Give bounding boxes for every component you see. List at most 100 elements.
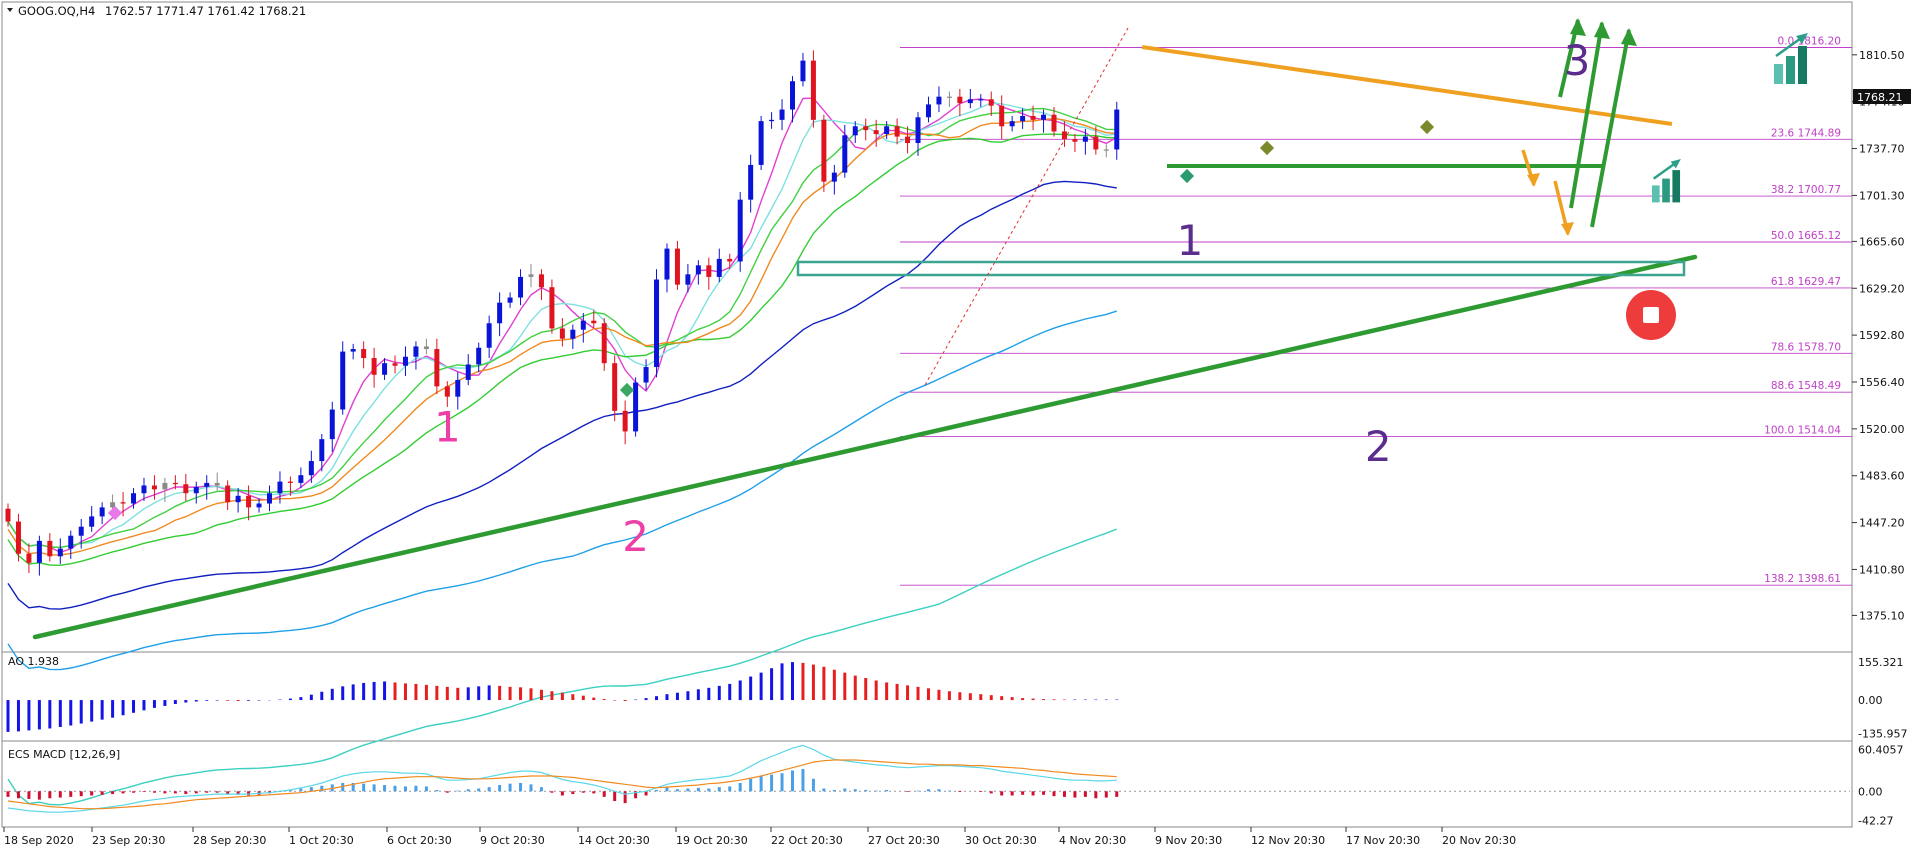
candle-body xyxy=(57,548,63,557)
chevron-down-icon[interactable] xyxy=(7,8,13,12)
macd-signal-line xyxy=(7,759,1117,810)
candle-body xyxy=(47,540,53,557)
arrow-head xyxy=(1527,173,1540,187)
price-axis-label: 1701.30 xyxy=(1859,189,1905,202)
ao-axis-label: 0.00 xyxy=(1858,694,1883,707)
fib-level-label: 38.2 1700.77 xyxy=(1771,184,1841,196)
arrow-head xyxy=(1621,28,1637,46)
candle-body xyxy=(518,276,524,298)
time-axis-label: 9 Nov 20:30 xyxy=(1155,834,1222,847)
price-axis-label: 1810.50 xyxy=(1859,49,1905,62)
fib-level-label: 100.0 1514.04 xyxy=(1764,425,1841,437)
ao-axis-label: 155.321 xyxy=(1858,656,1904,669)
icon-arrow-head xyxy=(1796,33,1808,44)
candle-body xyxy=(831,172,837,182)
candle-body xyxy=(978,99,984,101)
candle-body xyxy=(643,367,649,383)
candle-body xyxy=(591,320,597,324)
candle-body xyxy=(246,495,252,508)
time-axis-label: 4 Nov 20:30 xyxy=(1059,834,1126,847)
price-axis-label: 1375.10 xyxy=(1859,609,1905,622)
candle-body xyxy=(936,96,942,105)
ma-magenta-line xyxy=(7,97,1118,554)
candle-body xyxy=(89,516,95,527)
candle-body xyxy=(402,356,408,366)
icon-bar xyxy=(1786,56,1795,84)
fib-level-label: 0.0 1816.20 xyxy=(1778,35,1841,47)
candle-body xyxy=(737,199,743,262)
price-axis-label: 1410.80 xyxy=(1859,563,1905,576)
main-panel-frame xyxy=(1,1,1853,653)
candle-body xyxy=(68,535,74,549)
stop-icon xyxy=(1626,290,1676,340)
icon-arrow-head xyxy=(1670,159,1681,169)
macd-indicator: 60.4057 0.00 -42.27 xyxy=(4,743,1904,828)
candle-body xyxy=(1093,136,1099,150)
arrow-head xyxy=(1570,18,1586,36)
diamond-marker xyxy=(107,505,123,521)
icon-bar xyxy=(1798,46,1807,84)
candle-body xyxy=(371,358,377,375)
ma-blue-line xyxy=(7,310,1118,671)
candle-body xyxy=(298,475,304,483)
price-axis-label: 1629.20 xyxy=(1859,282,1905,295)
breakout-zone-box xyxy=(796,260,1686,277)
candle-body xyxy=(120,502,126,504)
bullish-chart-icon xyxy=(1652,159,1681,203)
candle-body xyxy=(612,363,618,411)
fib-level-label: 61.8 1629.47 xyxy=(1771,276,1841,288)
candle-body xyxy=(852,126,858,136)
candle-body xyxy=(183,484,189,494)
wave-label: 1 xyxy=(1177,216,1204,265)
candle-body xyxy=(1051,114,1057,132)
ohlc-values: 1762.57 1771.47 1761.42 1768.21 xyxy=(105,4,306,18)
trendline-support xyxy=(32,254,1698,640)
candle-body xyxy=(863,126,869,131)
candle-body xyxy=(538,274,544,288)
candle-body xyxy=(1103,149,1109,151)
fib-level-label: 88.6 1548.49 xyxy=(1771,380,1841,392)
candle-body xyxy=(319,439,325,462)
time-axis-label: 6 Oct 20:30 xyxy=(387,834,452,847)
time-axis-label: 23 Sep 20:30 xyxy=(92,834,165,847)
candle-body xyxy=(151,485,157,490)
candle-body xyxy=(15,521,21,554)
bullish-chart-icon xyxy=(1774,33,1808,84)
wave-label: 2 xyxy=(622,512,649,561)
candle-body xyxy=(842,135,848,173)
current-price-tag xyxy=(1853,89,1911,104)
price-axis-label: 1592.80 xyxy=(1859,329,1905,342)
time-axis-label: 19 Oct 20:30 xyxy=(676,834,748,847)
candle-body xyxy=(695,265,701,275)
macd-line xyxy=(7,744,1117,813)
candle-body xyxy=(204,482,210,487)
candle-body xyxy=(685,274,691,285)
candle-body xyxy=(497,302,503,324)
awesome-oscillator: 155.321 0.00 -135.957 xyxy=(6,656,1907,740)
candle-body xyxy=(946,96,952,98)
candle-body xyxy=(235,495,241,503)
ma-aqua-line xyxy=(7,102,1117,549)
green-up-arrow xyxy=(1590,29,1631,228)
price-axis-label: 1737.70 xyxy=(1859,143,1905,156)
fib-level-label: 50.0 1665.12 xyxy=(1771,230,1841,242)
candle-body xyxy=(779,109,785,120)
arrow-head xyxy=(1561,222,1574,236)
candle-body xyxy=(988,99,994,106)
candle-body xyxy=(162,482,168,490)
candle-body xyxy=(382,363,388,375)
candle-body xyxy=(434,349,440,387)
candle-body xyxy=(329,409,335,440)
diamond-marker xyxy=(1419,119,1435,135)
candle-body xyxy=(999,105,1005,127)
candle-body xyxy=(413,346,419,357)
time-axis-label: 30 Oct 20:30 xyxy=(965,834,1037,847)
ma-darkgreen-line xyxy=(7,133,1117,567)
current-price-label: 1768.21 xyxy=(1857,91,1903,104)
time-axis-label: 20 Nov 20:30 xyxy=(1442,834,1516,847)
symbol-timeframe: GOOG.OQ,H4 xyxy=(18,4,95,18)
candle-body xyxy=(549,287,555,329)
macd-axis-label: 60.4057 xyxy=(1858,743,1904,756)
candle-body xyxy=(905,136,911,144)
candle-body xyxy=(423,346,429,350)
